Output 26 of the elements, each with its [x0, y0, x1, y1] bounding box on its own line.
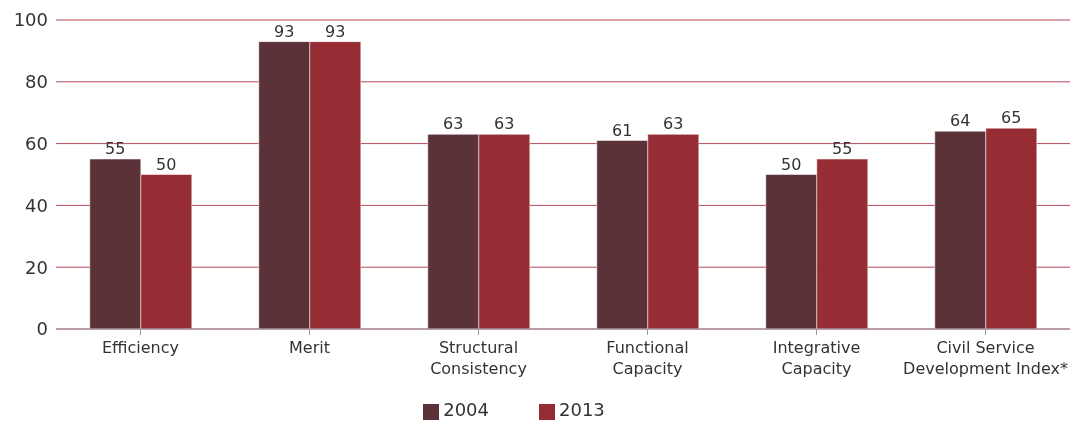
data-label: 65 [1001, 108, 1022, 128]
x-tick-label: Merit [289, 338, 330, 357]
data-label: 63 [663, 114, 684, 134]
legend-label: 2004 [443, 399, 489, 420]
legend-label: 2013 [559, 399, 605, 420]
x-tick-label: Efficiency [101, 338, 180, 357]
y-tick-label: 80 [25, 71, 48, 93]
data-label: 63 [443, 114, 464, 134]
data-label: 93 [325, 21, 346, 41]
data-label: 55 [105, 139, 126, 159]
data-label: 50 [156, 154, 177, 174]
y-tick-label: 40 [25, 194, 48, 216]
data-label: 93 [274, 21, 295, 41]
x-tick-label: Functional Capacity [606, 338, 689, 378]
x-tick-label: Structural Consistency [430, 338, 527, 378]
x-tick-label: Integrative Capacity [772, 338, 861, 378]
y-tick-label: 100 [13, 9, 48, 31]
x-tick-label: Civil Service Development Index* [903, 338, 1068, 378]
y-tick-label: 0 [36, 318, 48, 340]
data-label: 61 [612, 120, 633, 140]
data-label: 55 [832, 139, 853, 159]
y-tick-label: 20 [25, 256, 48, 278]
data-label: 64 [950, 111, 971, 131]
y-tick-label: 60 [25, 132, 48, 154]
data-label: 50 [781, 154, 802, 174]
data-label: 63 [494, 114, 515, 134]
